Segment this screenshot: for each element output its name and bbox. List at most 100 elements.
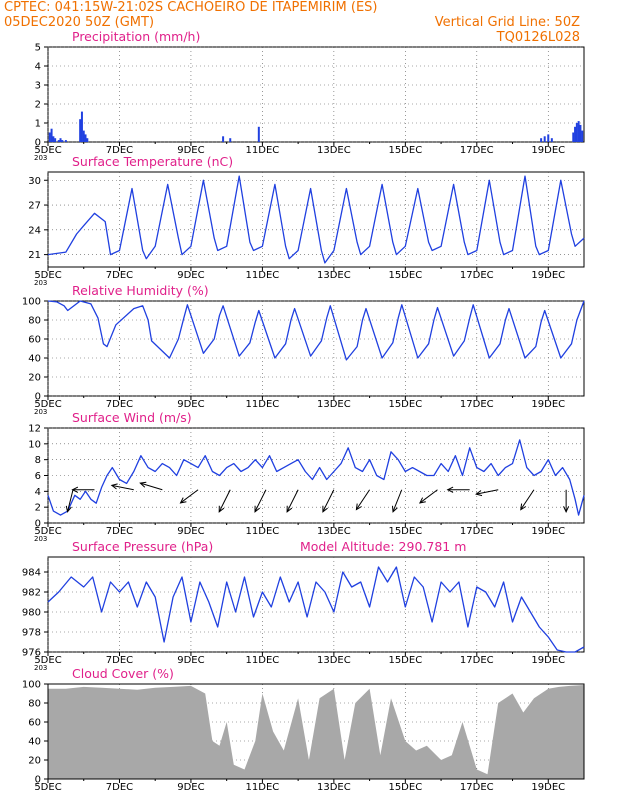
wind-wind-arrowhead	[254, 505, 261, 513]
pressure-xtick-label: 19DEC	[531, 655, 565, 666]
precip-xnote: 203	[34, 154, 47, 162]
pressure-xtick-label: 15DEC	[388, 655, 422, 666]
precip-xtick-label: 7DEC	[106, 145, 133, 156]
rh-xtick-label: 17DEC	[460, 399, 494, 410]
precip-bar	[61, 140, 64, 142]
temp-ytick-label: 21	[28, 250, 41, 261]
pressure-xtick-label: 5DEC	[34, 655, 61, 666]
precip-bar	[57, 140, 60, 142]
wind-series-line	[47, 439, 585, 516]
precip-ytick-label: 2	[35, 100, 41, 111]
temp-xtick-label: 13DEC	[317, 270, 351, 281]
wind-wind-arrow	[322, 489, 335, 512]
rh-ytick-label: 20	[28, 373, 41, 384]
precip-bar	[84, 134, 87, 142]
wind-wind-arrowhead	[355, 503, 362, 511]
wind-wind-arrowhead	[563, 506, 570, 513]
precip-bar	[572, 132, 575, 142]
wind-ytick-label: 6	[35, 471, 41, 482]
wind-xtick-label: 9DEC	[177, 526, 204, 537]
temp-title: Surface Temperature (nC)	[72, 154, 233, 169]
temp-xtick-label: 7DEC	[106, 270, 133, 281]
precip-bar	[540, 138, 543, 142]
precip-ytick-label: 1	[35, 119, 41, 130]
wind-wind-arrow	[140, 482, 163, 491]
wind-xtick-label: 17DEC	[460, 526, 494, 537]
wind-ytick-label: 0	[35, 519, 41, 530]
temp-xtick-label: 5DEC	[34, 270, 61, 281]
rh-xtick-label: 19DEC	[531, 399, 565, 410]
pressure-ytick-label: 978	[22, 628, 41, 639]
temp-xtick-label: 19DEC	[531, 270, 565, 281]
pressure-ytick-label: 982	[22, 588, 41, 599]
rh-ytick-label: 60	[28, 335, 41, 346]
rh-ytick-label: 0	[35, 392, 41, 403]
wind-wind-arrowhead	[71, 486, 79, 493]
wind-wind-arrow	[392, 489, 403, 512]
pressure-plot-frame	[47, 556, 585, 653]
cloud-area	[48, 685, 584, 779]
cloud-plot-frame-top	[47, 683, 585, 780]
precip-bar	[86, 138, 89, 142]
wind-ytick-label: 8	[35, 455, 41, 466]
temp-ytick-label: 27	[28, 201, 41, 212]
pressure-xtick-label: 13DEC	[317, 655, 351, 666]
pressure-xtick-label: 7DEC	[106, 655, 133, 666]
rh-xtick-label: 13DEC	[317, 399, 351, 410]
pressure-series-line	[47, 566, 585, 653]
wind-wind-arrow	[286, 489, 299, 512]
wind-xtick-label: 19DEC	[531, 526, 565, 537]
wind-wind-arrow	[67, 489, 74, 512]
wind-ytick-label: 2	[35, 503, 41, 514]
rh-ytick-label: 80	[28, 316, 41, 327]
precip-bar	[574, 126, 577, 142]
wind-wind-arrowhead	[446, 486, 454, 493]
rh-title: Relative Humidity (%)	[72, 283, 209, 298]
temp-ytick-label: 24	[28, 225, 41, 236]
precip-bar	[52, 136, 55, 142]
precip-ytick-label: 3	[35, 81, 41, 92]
rh-xtick-label: 15DEC	[388, 399, 422, 410]
wind-ytick-label: 12	[28, 424, 41, 435]
wind-xtick-label: 5DEC	[34, 526, 61, 537]
wind-wind-arrowhead	[65, 505, 72, 513]
precip-bar	[577, 121, 580, 142]
precip-plot-frame	[47, 46, 585, 143]
temp-xtick-label: 15DEC	[388, 270, 422, 281]
rh-ytick-label: 40	[28, 354, 41, 365]
cloud-xtick-label: 19DEC	[531, 782, 565, 793]
precip-ytick-label: 5	[35, 43, 41, 54]
precip-bar	[575, 123, 578, 142]
cloud-xtick-label: 9DEC	[177, 782, 204, 793]
pressure-xtick-label: 9DEC	[177, 655, 204, 666]
wind-wind-arrow	[218, 489, 231, 512]
wind-wind-arrow	[476, 489, 499, 495]
pressure-xtick-label: 17DEC	[460, 655, 494, 666]
precip-xtick-label: 11DEC	[246, 145, 280, 156]
precip-bar	[79, 119, 82, 142]
precip-bar	[59, 138, 62, 142]
wind-xtick-label: 7DEC	[106, 526, 133, 537]
precip-bar	[579, 124, 582, 142]
cloud-xtick-label: 17DEC	[460, 782, 494, 793]
wind-wind-arrowhead	[179, 497, 187, 504]
header-model-id: TQ0126L028	[496, 30, 580, 45]
cloud-xtick-label: 15DEC	[388, 782, 422, 793]
temp-xtick-label: 17DEC	[460, 270, 494, 281]
cloud-ytick-label: 0	[35, 775, 41, 786]
pressure-ytick-label: 980	[22, 608, 41, 619]
wind-xtick-label: 15DEC	[388, 526, 422, 537]
temp-xnote: 203	[34, 279, 47, 287]
precip-bar	[64, 140, 67, 142]
wind-wind-arrowhead	[110, 483, 118, 490]
precip-bar	[50, 128, 53, 142]
wind-wind-arrow	[180, 489, 199, 504]
precip-bar	[82, 130, 85, 142]
precip-xtick-label: 19DEC	[531, 145, 565, 156]
wind-wind-arrowhead	[418, 497, 426, 504]
wind-wind-arrow	[520, 489, 535, 510]
temp-series-line	[47, 175, 585, 264]
precip-ytick-label: 4	[35, 62, 41, 73]
pressure-ytick-label: 976	[22, 648, 41, 659]
